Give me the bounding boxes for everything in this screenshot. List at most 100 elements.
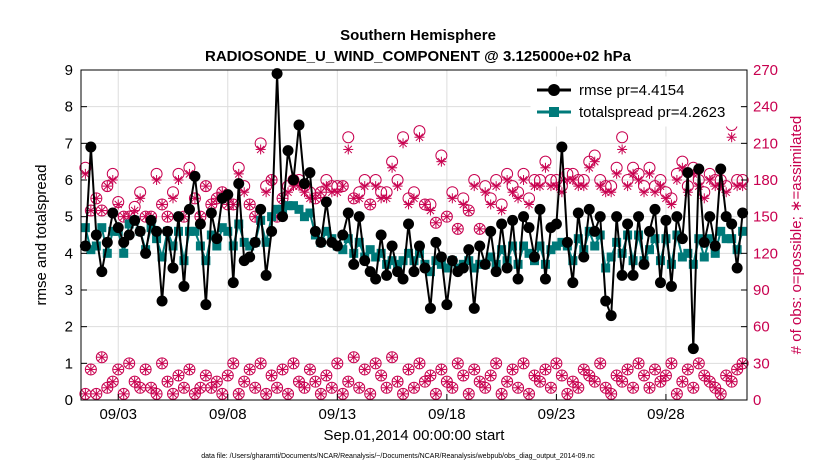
totalspread-point: [195, 241, 205, 251]
rmse-point: [518, 211, 530, 223]
totalspread-point: [540, 259, 550, 269]
obs-assimilated-marker: [85, 364, 96, 375]
obs-assimilated-marker: [606, 388, 617, 399]
obs-possible-marker: [249, 381, 262, 394]
obs-assimilated-marker: [392, 376, 403, 387]
obs-assimilated-marker: [359, 181, 370, 192]
totalspread-point: [551, 241, 561, 251]
rmse-point: [288, 174, 300, 186]
totalspread-point: [343, 234, 353, 244]
obs-assimilated-marker: [441, 211, 452, 222]
obs-possible-marker: [221, 369, 234, 382]
rmse-point: [359, 255, 371, 267]
obs-assimilated-marker: [491, 181, 502, 192]
rmse-point: [682, 167, 694, 179]
rmse-point: [178, 280, 190, 292]
obs-assimilated-marker: [480, 187, 491, 198]
totalspread-point: [299, 212, 309, 222]
obs-assimilated-marker: [556, 370, 567, 381]
rmse-point: [233, 178, 245, 190]
obs-assimilated-marker: [261, 187, 272, 198]
obs-assimilated-marker: [545, 382, 556, 393]
rmse-point: [227, 277, 239, 289]
rmse-point: [430, 236, 442, 248]
obs-assimilated-marker: [376, 370, 387, 381]
obs-assimilated-marker: [168, 388, 179, 399]
chart-title: Southern Hemisphere: [340, 27, 496, 44]
obs-possible-marker: [265, 369, 278, 382]
legend-rmse-label: rmse pr=4.4154: [579, 82, 684, 99]
obs-assimilated-marker: [321, 370, 332, 381]
obs-assimilated-marker: [403, 364, 414, 375]
obs-assimilated-marker: [239, 376, 250, 387]
obs-possible-marker: [451, 222, 464, 235]
obs-assimilated-marker: [589, 156, 600, 167]
obs-assimilated-marker: [677, 376, 688, 387]
obs-possible-marker: [325, 381, 338, 394]
obs-possible-marker: [210, 375, 223, 388]
totalspread-point: [464, 256, 474, 266]
obs-possible-marker: [446, 381, 459, 394]
obs-assimilated-marker: [452, 223, 463, 234]
obs-assimilated-marker: [288, 358, 299, 369]
totalspread-point: [508, 241, 518, 251]
left-axis-ticks: 0 1 2 3 4 5 6 7 8 9: [65, 62, 87, 409]
obs-assimilated-marker: [392, 181, 403, 192]
totalspread-point: [628, 256, 638, 266]
totalspread-point: [124, 219, 134, 229]
obs-possible-marker: [287, 357, 300, 370]
obs-possible-marker: [462, 204, 475, 217]
rmse-point: [129, 214, 141, 226]
totalspread-point: [223, 226, 233, 236]
rmse-point: [419, 262, 431, 274]
obs-assimilated-marker: [633, 175, 644, 185]
obs-possible-marker: [177, 381, 190, 394]
obs-assimilated-marker: [726, 376, 737, 387]
rmse-point: [468, 302, 480, 314]
obs-possible-marker: [112, 363, 125, 376]
totalspread-point: [513, 259, 523, 269]
obs-possible-marker: [736, 357, 749, 370]
obs-possible-marker: [216, 387, 229, 400]
obs-assimilated-marker: [513, 193, 524, 204]
obs-possible-marker: [468, 363, 481, 376]
y2-axis-label: # of obs: o=possible; ∗=assimilated: [788, 116, 805, 355]
rmse-point: [665, 280, 677, 292]
obs-assimilated-marker: [96, 205, 107, 216]
obs-possible-marker: [495, 387, 508, 400]
rmse-point: [211, 233, 223, 245]
x-axis-ticks: 09/03 09/08 09/13 09/18 09/23 09/28: [99, 394, 685, 423]
obs-assimilated-marker: [277, 364, 288, 375]
rmse-point: [145, 214, 157, 226]
totalspread-point: [393, 259, 403, 269]
obs-possible-marker: [95, 204, 108, 217]
totalspread-point: [376, 248, 386, 258]
rmse-point: [698, 236, 710, 248]
rmse-point: [704, 211, 716, 223]
y-tick-label: 3: [65, 282, 73, 299]
obs-assimilated-marker: [255, 144, 266, 155]
rmse-point: [556, 141, 568, 153]
obs-assimilated-marker: [409, 193, 419, 204]
obs-assimilated-marker: [250, 382, 261, 393]
rmse-point: [189, 170, 201, 182]
obs-assimilated-marker: [299, 382, 310, 393]
rmse-point: [370, 273, 382, 285]
rmse-point: [200, 299, 212, 311]
obs-possible-marker: [484, 369, 497, 382]
y-tick-label: 7: [65, 135, 73, 152]
rmse-point: [315, 236, 327, 248]
obs-possible-marker: [199, 369, 212, 382]
totalspread-point: [157, 252, 167, 262]
y-tick-label: 5: [65, 209, 73, 226]
obs-assimilated-marker: [107, 175, 118, 185]
obs-assimilated-marker: [639, 370, 650, 381]
obs-assimilated-marker: [584, 370, 595, 381]
rmse-point: [528, 251, 540, 263]
obs-possible-marker: [117, 387, 130, 400]
rmse-point: [490, 266, 502, 278]
obs-assimilated-marker: [452, 358, 463, 369]
obs-assimilated-marker: [135, 382, 146, 393]
obs-possible-marker: [172, 369, 185, 382]
obs-assimilated-marker: [414, 358, 425, 369]
